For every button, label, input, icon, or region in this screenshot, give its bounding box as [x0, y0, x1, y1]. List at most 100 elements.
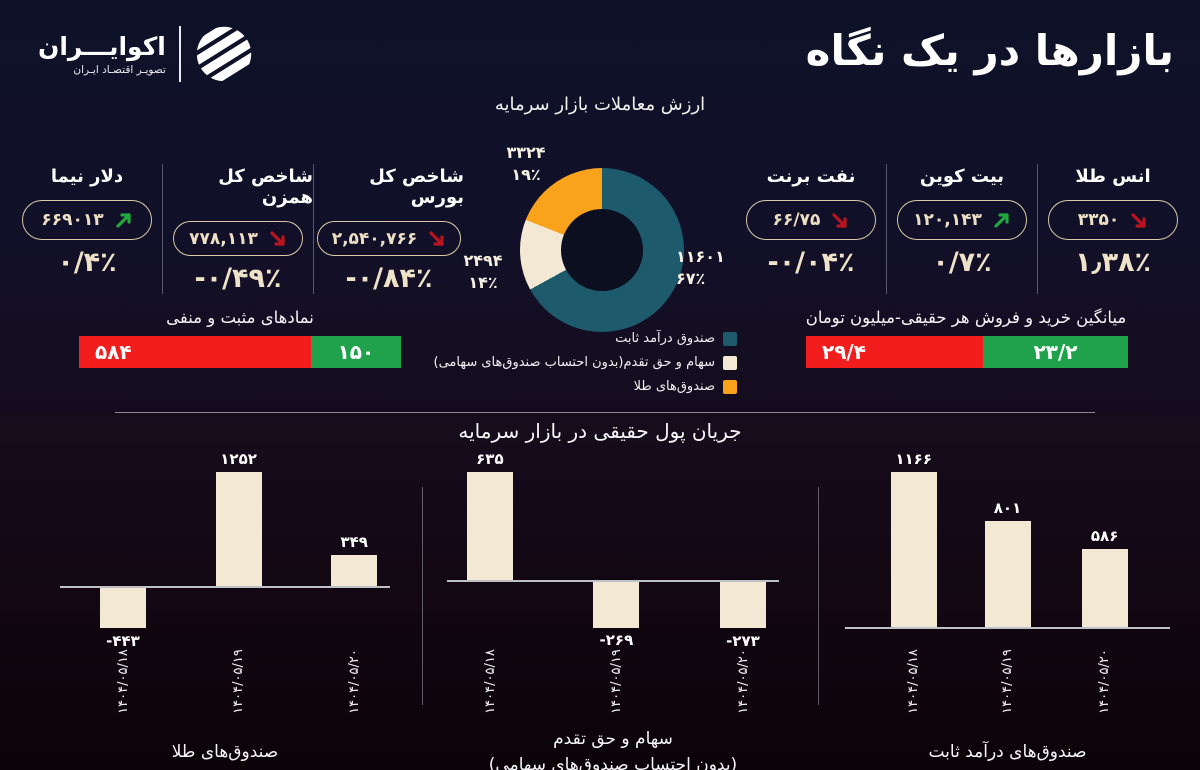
indicator-change: ۰/۴٪: [57, 247, 117, 278]
date-label: ۱۴۰۴/۰۵/۲۰: [1097, 648, 1113, 714]
indicator-label: بیت کوین: [919, 166, 1005, 187]
date-label: ۱۴۰۴/۰۵/۱۸: [482, 648, 498, 714]
date-label: ۱۴۰۴/۰۵/۲۰: [346, 648, 362, 714]
flow-bar: [593, 581, 640, 628]
indicator-label: انس طلا: [1075, 166, 1151, 187]
positive-symbols-segment: ۱۵۰: [310, 336, 401, 368]
indicator-label: شاخص کل بورس: [369, 166, 464, 208]
donut-chart-title: ارزش معاملات بازار سرمایه: [494, 94, 706, 115]
flow-bar-value: -۲۶۹: [599, 631, 634, 650]
trend-arrow-icon: [270, 231, 285, 246]
flow-bar-value: -۲۷۳: [726, 632, 760, 650]
flow-section-title: جریان پول حقیقی در بازار سرمایه: [458, 419, 742, 443]
breadth-stacked-bar: ۵۸۴ ۱۵۰: [79, 336, 401, 368]
segment-value: ۲۹/۴: [822, 340, 866, 364]
indicator-change: -۰/۸۴٪: [345, 263, 433, 294]
brand-tagline: تصویـر اقتصـاد ایـران: [73, 64, 166, 76]
ecoiran-logo-icon: [193, 24, 254, 84]
legend-item-fixed-income: صندوق درآمد ثابت: [615, 331, 737, 346]
segment-value: ۵۸۴: [95, 340, 132, 364]
trend-arrow-icon: [832, 212, 847, 228]
flow-bar: [466, 472, 513, 581]
chart-divider-left: [422, 487, 423, 705]
chart-title: صندوق‌های درآمد ثابت: [928, 742, 1087, 762]
value-pill: ۶۶۹۰۱۳: [22, 200, 152, 240]
segment-value: ۲۳/۲: [1033, 340, 1078, 364]
flow-bar-value: ۵۸۶: [1090, 527, 1119, 546]
flow-bar: [331, 554, 378, 587]
chart-title: سهام و حق تقدم (بدون احتساب صندوق‌های سه…: [488, 729, 738, 770]
indicator-change: -۰/۰۴٪: [767, 247, 855, 278]
flow-bar-value: ۱۱۶۶: [895, 450, 932, 468]
trend-arrow-icon: [429, 231, 444, 246]
value-pill: ۲,۵۴۰,۷۶۶: [316, 221, 462, 256]
negative-symbols-segment: ۵۸۴: [79, 336, 311, 368]
flow-bar: [890, 472, 937, 627]
legend-label: صندوق‌های طلا: [633, 379, 715, 394]
avg-trade-stacked-bar: ۲۹/۴ ۲۳/۲: [806, 336, 1128, 368]
value-pill: ۷۷۸,۱۱۳: [173, 221, 303, 256]
indicator-value: ۶۶۹۰۱۳: [41, 210, 104, 230]
legend-item-equities: سهام و حق تقدم(بدون احتساب صندوق‌های سها…: [434, 355, 737, 370]
indicator-label: شاخص کل همزن: [218, 166, 313, 208]
indicator-change: ۱٫۳۸٪: [1074, 247, 1152, 278]
date-label: ۱۴۰۴/۰۵/۱۸: [906, 648, 922, 714]
indicator-value: ۷۷۸,۱۱۳: [189, 228, 258, 249]
indicator-value: ۳۳۵۰: [1077, 210, 1120, 230]
donut-label-fixed-income: ۱۱۶۰۱ ۶۷٪: [676, 247, 725, 288]
flow-bar: [215, 472, 262, 587]
avg-buy-segment: ۲۳/۲: [983, 336, 1128, 368]
flow-bar-value: ۳۴۹: [340, 532, 368, 551]
legend-swatch-cream: [723, 355, 737, 370]
indicator-change: -۰/۴۹٪: [194, 263, 282, 294]
trend-arrow-icon: [1131, 212, 1146, 228]
indicator-bourse-index: شاخص کل بورس ۲,۵۴۰,۷۶۶ -۰/۸۴٪: [313, 164, 464, 294]
brand-name: اکوایـــران: [38, 32, 166, 61]
segment-value: ۱۵۰: [337, 340, 375, 364]
indicator-change: ۰/۷٪: [932, 247, 992, 278]
brand-logo: اکوایـــران تصویـر اقتصـاد ایـران: [38, 24, 254, 84]
donut-hole: [561, 209, 643, 291]
turnover-donut-chart: [520, 168, 684, 332]
donut-label-gold-funds: ۳۳۲۴ ۱۹٪: [506, 143, 546, 184]
indicator-value: ۲,۵۴۰,۷۶۶: [331, 228, 418, 249]
indicator-group-global: نفت برنت ۶۶/۷۵ -۰/۰۴٪ بیت کوین ۱۲۰,۱۴۳ ۰…: [736, 164, 1188, 294]
chart-title: صندوق‌های طلا: [171, 742, 279, 762]
flow-bar: [719, 581, 766, 629]
indicator-bitcoin: بیت کوین ۱۲۰,۱۴۳ ۰/۷٪: [886, 164, 1037, 294]
indicator-label: نفت برنت: [766, 166, 856, 187]
zero-axis: [845, 627, 1170, 629]
avg-sell-segment: ۲۹/۴: [806, 336, 984, 368]
brand-divider: [178, 26, 181, 82]
legend-label: سهام و حق تقدم(بدون احتساب صندوق‌های سها…: [433, 355, 715, 370]
indicator-value: ۱۲۰,۱۴۳: [913, 210, 982, 230]
indicator-gold-ounce: انس طلا ۳۳۵۰ ۱٫۳۸٪: [1037, 164, 1188, 294]
donut-label-equities: ۲۴۹۴ ۱۴٪: [463, 251, 503, 292]
value-pill: ۶۶/۷۵: [746, 200, 876, 240]
legend-item-gold-funds: صندوق‌های طلا: [634, 379, 737, 394]
indicator-equal-weight-index: شاخص کل همزن ۷۷۸,۱۱۳ -۰/۴۹٪: [162, 164, 313, 294]
flow-bar-value: ۶۳۵: [476, 450, 504, 468]
zero-axis: [60, 586, 390, 588]
indicator-brent-oil: نفت برنت ۶۶/۷۵ -۰/۰۴٪: [736, 164, 886, 294]
legend-swatch-orange: [723, 379, 737, 394]
date-label: ۱۴۰۴/۰۵/۱۸: [115, 648, 131, 714]
brand-text: اکوایـــران تصویـر اقتصـاد ایـران: [38, 32, 166, 76]
date-label: ۱۴۰۴/۰۵/۱۹: [1000, 648, 1015, 714]
chart-divider-right: [818, 487, 819, 705]
section-divider: [115, 412, 1095, 413]
value-pill: ۱۲۰,۱۴۳: [897, 200, 1027, 240]
flow-bar-value: -۴۴۳: [106, 632, 140, 650]
date-label: ۱۴۰۴/۰۵/۱۹: [608, 648, 624, 714]
flow-bar-value: ۸۰۱: [993, 498, 1022, 517]
trend-arrow-icon: [116, 212, 131, 228]
indicator-value: ۶۶/۷۵: [772, 210, 821, 230]
flow-bar-value: ۱۲۵۲: [220, 449, 257, 468]
flow-bar: [100, 587, 146, 629]
legend-swatch-teal: [723, 331, 737, 346]
donut-legend: صندوق درآمد ثابت سهام و حق تقدم(بدون احت…: [434, 331, 737, 394]
date-label: ۱۴۰۴/۰۵/۱۹: [231, 648, 247, 714]
fixed-income-flow-chart: صندوق‌های درآمد ثابت ۱۱۶۶ ۱۴۰۴/۰۵/۱۸ ۸۰۱ ۱۴…: [840, 448, 1175, 768]
indicator-nima-dollar: دلار نیما ۶۶۹۰۱۳ ۰/۴٪: [12, 164, 162, 294]
